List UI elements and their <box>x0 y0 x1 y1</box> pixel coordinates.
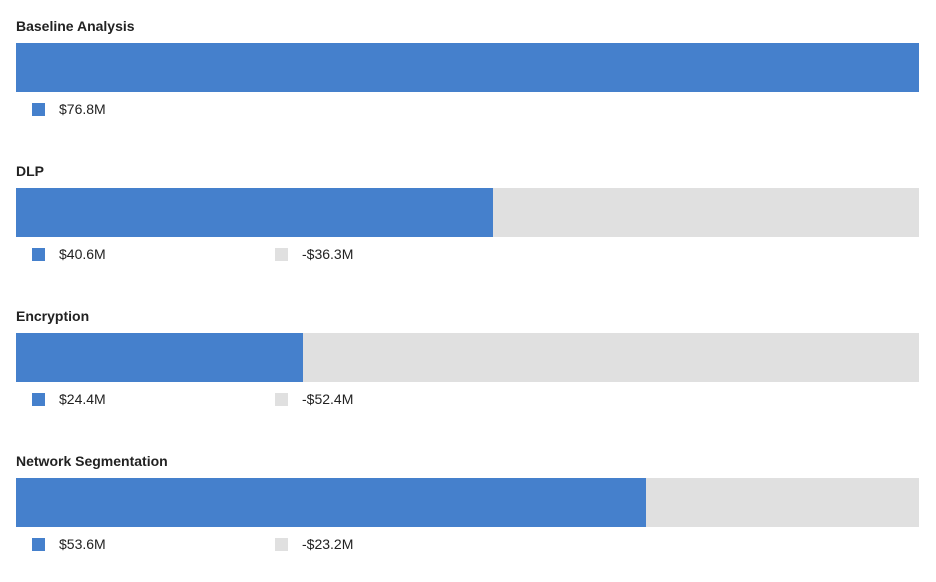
legend-item-delta: -$36.3M <box>275 246 353 262</box>
legend: $76.8M <box>32 101 912 117</box>
bar-fill <box>16 43 919 92</box>
bar-track <box>16 478 919 527</box>
delta-label: -$52.4M <box>302 391 354 407</box>
bar-group-baseline-analysis: Baseline Analysis $76.8M <box>16 17 919 147</box>
bar-group-encryption: Encryption $24.4M -$52.4M <box>16 307 919 437</box>
legend-item-delta: -$52.4M <box>275 391 353 407</box>
group-title: Encryption <box>16 308 90 324</box>
bar-fill <box>16 188 493 237</box>
value-label: $24.4M <box>59 391 106 407</box>
legend: $40.6M -$36.3M <box>32 246 912 262</box>
legend: $24.4M -$52.4M <box>32 391 912 407</box>
legend-item-value: $40.6M <box>32 246 106 262</box>
legend: $53.6M -$23.2M <box>32 536 912 552</box>
legend-swatch-blue <box>32 247 45 261</box>
bar-fill <box>16 333 303 382</box>
legend-item-value: $53.6M <box>32 536 106 552</box>
value-label: $76.8M <box>59 101 106 117</box>
delta-label: -$23.2M <box>302 536 354 552</box>
legend-swatch-blue <box>32 537 45 551</box>
bar-track <box>16 43 919 92</box>
legend-item-value: $24.4M <box>32 391 106 407</box>
legend-swatch-gray <box>275 537 288 551</box>
bar-track <box>16 333 919 382</box>
delta-label: -$36.3M <box>302 246 354 262</box>
value-label: $40.6M <box>59 246 106 262</box>
bar-track <box>16 188 919 237</box>
group-title: Network Segmentation <box>16 453 168 469</box>
bar-fill <box>16 478 646 527</box>
group-title: DLP <box>16 163 44 179</box>
bar-group-network-segmentation: Network Segmentation $53.6M -$23.2M <box>16 452 919 582</box>
legend-swatch-gray <box>275 392 288 406</box>
legend-swatch-blue <box>32 392 45 406</box>
legend-swatch-blue <box>32 102 45 116</box>
group-title: Baseline Analysis <box>16 18 135 34</box>
legend-item-delta: -$23.2M <box>275 536 353 552</box>
value-label: $53.6M <box>59 536 106 552</box>
legend-item-value: $76.8M <box>32 101 106 117</box>
bar-group-dlp: DLP $40.6M -$36.3M <box>16 162 919 292</box>
legend-swatch-gray <box>275 247 288 261</box>
